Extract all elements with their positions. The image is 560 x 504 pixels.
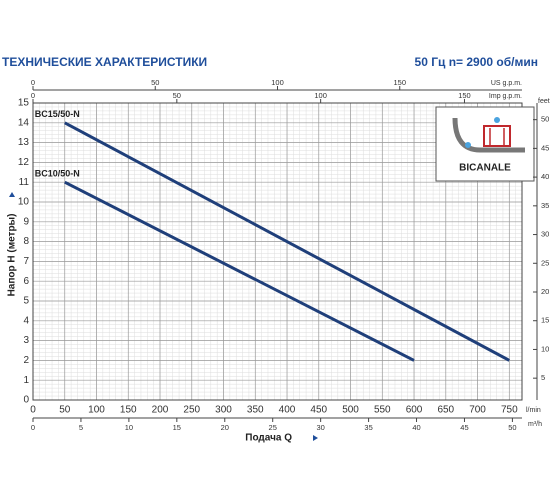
marks: BC15/50-N BC10/50-N	[35, 109, 511, 362]
bottom-tick-label: 35	[364, 423, 372, 432]
y-tick-label: 13	[18, 137, 30, 148]
series-line	[64, 121, 511, 362]
x-tick-label: 650	[437, 405, 454, 416]
x-tick-label: 300	[215, 405, 232, 416]
x-tick-label: 600	[406, 405, 423, 416]
y2-tick-label: 5	[541, 373, 545, 382]
x-tick-label: 550	[374, 405, 391, 416]
y2-tick-label: 35	[541, 201, 549, 210]
bottom-tick-label: 15	[173, 423, 181, 432]
series-label: BC10/50-N	[35, 169, 80, 179]
y-tick-label: 7	[23, 256, 29, 267]
bottom-tick-label: 20	[221, 423, 229, 432]
top-tick-label: 100	[314, 91, 327, 100]
series-label: BC15/50-N	[35, 109, 80, 119]
y-tick-label: 3	[23, 335, 29, 346]
y-tick-label: 15	[18, 98, 30, 109]
x-tick-label: 0	[30, 405, 36, 416]
y-tick-label: 0	[23, 395, 29, 406]
bottom-tick-label: 5	[79, 423, 83, 432]
top-tick-label: 0	[31, 78, 35, 87]
y-tick-label: 12	[18, 157, 30, 168]
y-tick-label: 1	[23, 375, 29, 386]
y2-unit: feet	[538, 98, 550, 105]
y2-tick-label: 30	[541, 230, 549, 239]
chart-subtitle: 50 Гц n= 2900 об/мин	[415, 55, 538, 69]
x-tick-label: 700	[469, 405, 486, 416]
y2-tick-label: 10	[541, 344, 549, 353]
x-tick-label: 450	[310, 405, 327, 416]
y-tick-label: 8	[23, 236, 29, 247]
bottom-tick-label: 0	[31, 423, 35, 432]
top-tick-label: 50	[151, 78, 159, 87]
y2-tick-label: 50	[541, 115, 549, 124]
arrow-icon	[9, 192, 15, 197]
y-axis-label: Напор H (метры)	[7, 214, 18, 297]
bottom-axis2-unit: m³/h	[528, 421, 542, 428]
bottom-tick-label: 30	[316, 423, 324, 432]
top-axis-unit: Imp g.p.m.	[489, 93, 522, 100]
x-tick-label: 50	[59, 405, 71, 416]
inset-label: BICANALE	[459, 163, 511, 174]
y-tick-label: 4	[23, 315, 29, 326]
top-tick-label: 100	[271, 78, 284, 87]
x-tick-label: 750	[501, 405, 518, 416]
y-tick-label: 2	[23, 355, 29, 366]
y2-tick-label: 15	[541, 316, 549, 325]
x-tick-label: 350	[247, 405, 264, 416]
top-tick-label: 50	[173, 91, 181, 100]
y2-tick-label: 20	[541, 287, 549, 296]
series-line	[64, 180, 415, 362]
y-tick-label: 14	[18, 117, 30, 128]
y2-tick-label: 25	[541, 258, 549, 267]
top-tick-label: 150	[393, 78, 406, 87]
x-tick-label: 400	[279, 405, 296, 416]
y2-tick-label: 45	[541, 143, 549, 152]
x-tick-label: 150	[120, 405, 137, 416]
bottom-tick-label: 25	[269, 423, 277, 432]
y-tick-label: 9	[23, 216, 29, 227]
x-tick-label: 200	[152, 405, 169, 416]
inset: BICANALE	[435, 106, 535, 182]
y2-tick-label: 40	[541, 172, 549, 181]
x-tick-label: 500	[342, 405, 359, 416]
y-tick-label: 6	[23, 276, 29, 287]
top-tick-label: 150	[458, 91, 471, 100]
x-tick-label: 100	[88, 405, 105, 416]
y-tick-label: 11	[19, 177, 30, 188]
arrow-icon	[313, 435, 318, 441]
x-unit: l/min	[526, 407, 541, 414]
y-tick-label: 5	[23, 296, 29, 307]
bottom-tick-label: 40	[412, 423, 420, 432]
top-axis-unit: US g.p.m.	[491, 80, 522, 87]
bottom-tick-label: 10	[125, 423, 133, 432]
chart-title: ТЕХНИЧЕСКИЕ ХАРАКТЕРИСТИКИ	[2, 55, 207, 69]
bottom-tick-label: 50	[508, 423, 516, 432]
x-axis-label: Подача Q	[245, 433, 292, 444]
bottom-tick-label: 45	[460, 423, 468, 432]
top-tick-label: 0	[31, 91, 35, 100]
x-tick-label: 250	[183, 405, 200, 416]
y-tick-label: 10	[18, 197, 30, 208]
